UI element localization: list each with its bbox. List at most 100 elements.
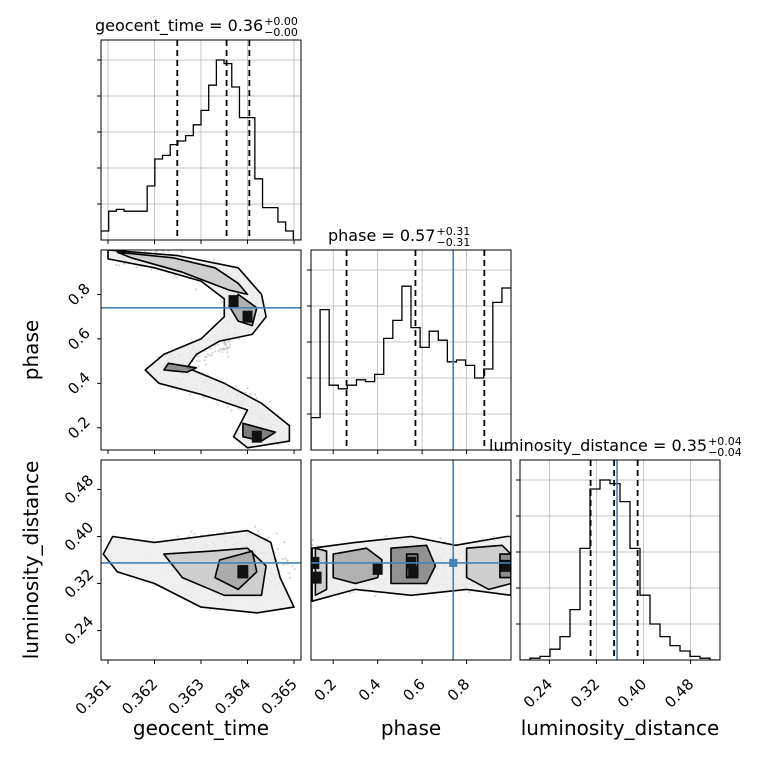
x-tick-label: 0.40 (614, 675, 650, 711)
sample-point (293, 568, 296, 571)
sample-point (114, 263, 117, 266)
y-tick-label: 0.8 (64, 280, 94, 310)
sample-point (221, 347, 224, 350)
sample-point (286, 559, 289, 562)
sample-point (228, 346, 231, 349)
y-tick-label: 0.40 (61, 518, 97, 554)
sample-point (289, 576, 292, 579)
diag-title-sub: −0.04 (708, 446, 742, 459)
sample-point (254, 525, 257, 529)
sample-point (196, 359, 199, 362)
sample-point (284, 557, 287, 560)
sample-point (117, 264, 120, 267)
sample-point (256, 530, 260, 533)
x-tick-label: 0.32 (567, 675, 603, 711)
sample-point (349, 592, 352, 595)
sample-point (180, 250, 184, 253)
sample-point (223, 348, 226, 351)
x-tick-label: 0.24 (520, 675, 556, 711)
sample-point (267, 536, 270, 539)
sample-point (224, 344, 227, 347)
x-axis-label-geocent_time: geocent_time (133, 716, 269, 740)
histogram-phase (311, 285, 511, 450)
sample-point (237, 337, 240, 341)
y-tick-label: 0.6 (64, 324, 94, 354)
sample-point (317, 544, 320, 547)
sample-point (226, 346, 229, 349)
sample-point (257, 532, 260, 536)
density-peak (242, 310, 253, 323)
sample-point (150, 268, 153, 271)
sample-point (224, 342, 227, 345)
y-axis-label-phase: phase (19, 320, 43, 380)
x-axis-label-phase: phase (381, 716, 441, 740)
sample-point (255, 396, 258, 399)
y-tick-label: 0.32 (61, 565, 97, 601)
density-peak (311, 571, 322, 584)
sample-point (189, 393, 192, 396)
sample-point (197, 354, 200, 357)
x-tick-label: 0.365 (258, 675, 301, 718)
sample-point (291, 565, 294, 568)
x-axis-label-luminosity_distance: luminosity_distance (521, 716, 720, 740)
scatter-clip-group (311, 460, 511, 660)
x-tick-label: 0.48 (661, 675, 697, 711)
sample-point (208, 354, 212, 357)
diag-clip-group (520, 460, 720, 660)
sample-point (467, 591, 470, 594)
x-tick-label: 0.6 (399, 675, 429, 705)
density-peak (237, 565, 248, 578)
diag-title-sup: +0.04 (708, 435, 742, 448)
sample-point (311, 538, 314, 542)
sample-point (311, 543, 314, 547)
sample-point (197, 365, 200, 368)
sample-point (198, 359, 201, 362)
y-tick-label: 0.24 (61, 612, 97, 648)
sample-point (254, 393, 257, 396)
x-tick-label: 0.364 (211, 675, 254, 718)
sample-point (223, 347, 226, 350)
scatter-clip-group (101, 525, 301, 614)
panel-frame (519, 459, 721, 661)
sample-point (204, 355, 207, 358)
sample-point (135, 266, 138, 269)
diag-panel-geocent_time (97, 39, 302, 244)
sample-point (175, 276, 178, 279)
scatter-panel-phase-luminosity_distance (310, 459, 512, 664)
sample-point (196, 355, 199, 358)
x-tick-label: 0.8 (444, 675, 474, 705)
density-peak (228, 295, 239, 308)
x-tick-label: 0.2 (310, 675, 340, 705)
sample-point (225, 343, 228, 346)
contour-level (107, 250, 291, 449)
sample-point (155, 250, 158, 253)
diag-panel-phase (307, 249, 512, 454)
histogram-geocent_time (101, 59, 301, 240)
diag-clip-group (101, 40, 301, 240)
scatter-clip-group (101, 250, 301, 449)
sample-point (211, 351, 214, 354)
sample-point (204, 363, 207, 366)
sample-point (217, 343, 220, 346)
sample-point (374, 595, 377, 598)
sample-point (213, 350, 216, 353)
sample-point (173, 274, 176, 277)
diag-title-sup: +0.00 (264, 15, 298, 28)
histogram-luminosity_distance (520, 479, 720, 660)
diag-title-geocent_time: geocent_time = 0.36 (95, 16, 263, 36)
panel-frame (310, 249, 512, 451)
diag-title-sub: −0.00 (264, 26, 298, 39)
sample-point (214, 344, 217, 347)
sample-point (226, 405, 229, 408)
density-peak (408, 565, 419, 578)
sample-point (226, 351, 229, 354)
sample-point (220, 348, 223, 351)
sample-point (157, 355, 160, 358)
sample-point (123, 262, 126, 265)
sample-point (210, 347, 213, 350)
sample-point (210, 354, 214, 357)
diag-title-sup: +0.31 (436, 225, 470, 238)
sample-point (225, 347, 228, 350)
sample-point (226, 340, 230, 343)
